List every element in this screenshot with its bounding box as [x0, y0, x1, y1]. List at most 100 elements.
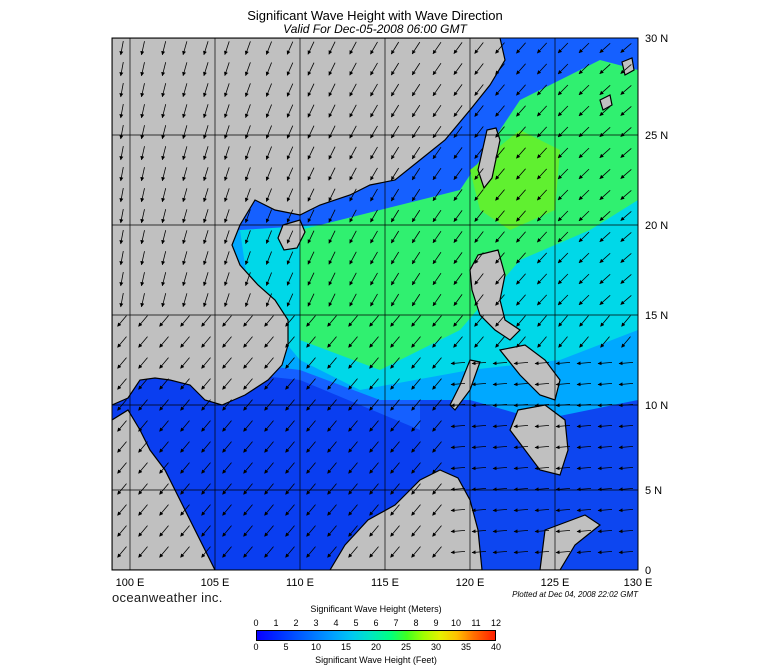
wave-arrow	[557, 231, 569, 243]
wave-arrow	[411, 188, 421, 202]
wave-arrow	[328, 83, 336, 97]
wave-arrow	[370, 41, 378, 55]
wave-arrow	[244, 272, 251, 286]
wave-arrow	[349, 146, 357, 160]
wave-arrow	[119, 272, 124, 287]
wave-arrow	[534, 361, 550, 366]
wave-arrow	[140, 167, 145, 182]
wave-arrow	[471, 508, 487, 513]
wave-arrow	[222, 399, 232, 411]
wave-arrow	[495, 315, 505, 327]
wave-arrow	[117, 483, 127, 495]
wave-arrow	[348, 546, 358, 558]
wave-arrow	[516, 189, 526, 201]
wave-arrow	[370, 167, 378, 181]
wave-arrow	[159, 525, 169, 537]
wave-arrow	[286, 272, 294, 286]
wave-arrow	[244, 62, 251, 76]
wave-arrow	[243, 336, 253, 348]
wave-arrow	[411, 272, 421, 286]
wave-arrow	[286, 209, 294, 223]
wave-arrow	[306, 462, 316, 474]
wave-arrow	[222, 378, 232, 390]
wave-arrow	[117, 525, 127, 537]
wave-arrow	[495, 273, 505, 285]
colorbar-title-feet: Significant Wave Height (Feet)	[315, 655, 437, 665]
wave-arrow	[349, 251, 357, 265]
wave-arrow	[159, 504, 169, 516]
wave-arrow	[453, 189, 463, 201]
wave-arrow	[307, 293, 315, 307]
wave-arrow	[620, 232, 632, 242]
lat-label: 30 N	[645, 33, 668, 45]
wave-arrow	[516, 105, 526, 117]
wave-arrow	[450, 487, 466, 492]
wave-arrow	[307, 146, 315, 160]
wave-arrow	[180, 483, 190, 495]
wave-arrow	[370, 62, 378, 76]
wave-arrow	[537, 336, 547, 348]
wave-arrow	[265, 251, 272, 265]
wave-arrow	[161, 293, 167, 308]
wave-arrow	[140, 41, 145, 56]
wave-arrow	[390, 441, 400, 453]
wave-arrow	[369, 441, 379, 453]
wave-arrow	[534, 382, 550, 387]
wave-arrow	[534, 487, 550, 492]
wave-arrow	[119, 41, 124, 56]
wave-arrow	[180, 378, 190, 390]
wave-arrow	[349, 104, 357, 118]
wave-arrow	[576, 487, 592, 492]
wave-arrow	[161, 251, 167, 266]
wave-arrow	[349, 62, 357, 76]
wave-arrow	[349, 209, 357, 223]
wave-arrow	[411, 504, 421, 516]
wave-arrow	[117, 462, 127, 474]
wave-arrow	[599, 232, 611, 242]
wave-arrow	[201, 525, 211, 537]
wave-arrow	[306, 441, 316, 453]
wave-arrow	[557, 189, 569, 201]
wave-arrow	[285, 336, 295, 348]
wave-arrow	[453, 63, 463, 75]
wave-arrow	[327, 420, 337, 432]
wave-arrow	[411, 125, 421, 139]
wave-arrow	[243, 357, 253, 369]
wave-arrow	[390, 293, 400, 307]
wave-arrow	[244, 146, 251, 160]
wave-arrow	[450, 466, 466, 471]
wave-arrow	[621, 336, 631, 348]
wave-arrow	[555, 508, 571, 513]
wave-arrow	[244, 83, 251, 97]
wave-arrow	[138, 357, 148, 369]
wave-arrow	[474, 189, 484, 201]
wave-arrow	[201, 420, 211, 432]
wave-arrow	[578, 231, 590, 243]
colorbar-tick: 0	[253, 642, 259, 652]
wave-arrow	[265, 83, 272, 97]
wave-arrow	[557, 63, 569, 75]
wave-arrow	[328, 62, 336, 76]
wave-arrow	[138, 462, 148, 474]
wave-arrow	[578, 84, 590, 96]
wave-arrow	[140, 62, 145, 77]
lon-label: 125 E	[541, 577, 570, 589]
wave-arrow	[265, 125, 272, 139]
wave-arrow	[119, 167, 124, 182]
wave-arrow	[411, 293, 421, 307]
wave-arrow	[513, 403, 529, 408]
wave-arrow	[492, 487, 508, 492]
wave-arrow	[222, 441, 232, 453]
wave-arrow	[307, 41, 315, 55]
wave-arrow	[203, 293, 209, 308]
wave-arrow	[390, 357, 400, 369]
wave-arrow	[369, 546, 379, 558]
wave-arrow	[411, 315, 421, 327]
wave-arrow	[182, 251, 188, 266]
wave-arrow	[579, 336, 589, 348]
wave-arrow	[159, 483, 169, 495]
wave-arrow	[555, 361, 571, 366]
wave-arrow	[243, 462, 253, 474]
wave-arrow	[370, 146, 378, 160]
wave-arrow	[474, 84, 484, 96]
